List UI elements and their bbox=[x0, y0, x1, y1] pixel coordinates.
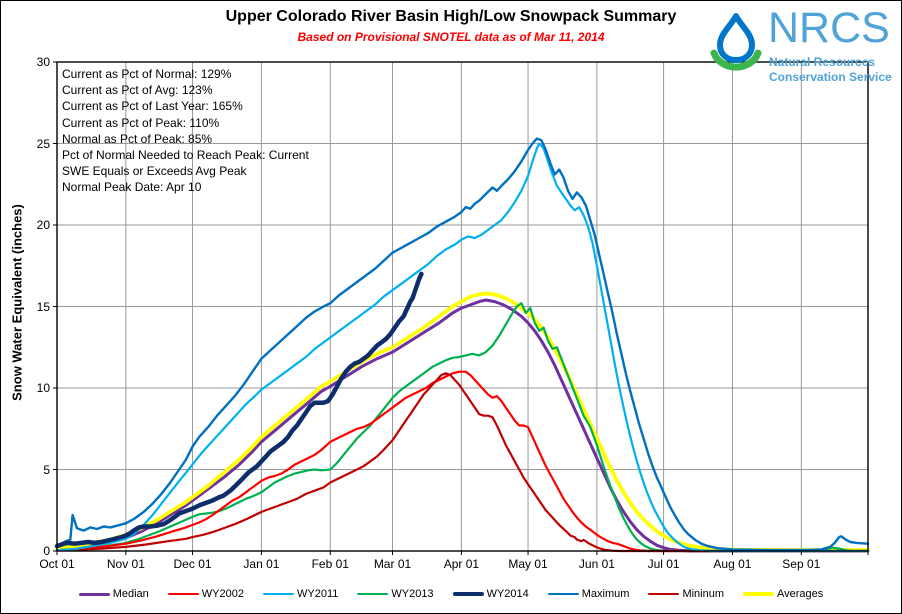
legend-label: Maximum bbox=[581, 588, 630, 600]
y-tick-label: 5 bbox=[43, 462, 50, 477]
x-tick-label: Aug 01 bbox=[713, 557, 752, 571]
stat-line: Current as Pct of Normal: 129% bbox=[62, 67, 232, 81]
legend-item-WY2011: WY2011 bbox=[262, 588, 339, 600]
y-tick-label: 25 bbox=[36, 136, 50, 151]
legend-line-swatch bbox=[648, 592, 680, 596]
legend-item-Averages: Averages bbox=[743, 588, 823, 600]
legend-label: WY2014 bbox=[486, 588, 529, 600]
x-tick-label: May 01 bbox=[508, 557, 548, 571]
x-tick-label: Jul 01 bbox=[647, 557, 680, 571]
series-WY2011 bbox=[55, 142, 870, 553]
x-tick-label: Sep 01 bbox=[782, 557, 821, 571]
y-tick-label: 20 bbox=[36, 218, 50, 232]
legend-line-swatch bbox=[357, 592, 389, 596]
legend-item-WY2002: WY2002 bbox=[167, 588, 244, 600]
stat-line: SWE Equals or Exceeds Avg Peak bbox=[62, 164, 247, 179]
legend-label: Median bbox=[112, 588, 149, 600]
x-tick-label: Oct 01 bbox=[39, 557, 75, 571]
legend-label: Mininum bbox=[682, 588, 725, 600]
series-Averages bbox=[55, 291, 870, 552]
stat-line: Normal Peak Date: Apr 10 bbox=[62, 180, 202, 195]
series-Median bbox=[55, 298, 870, 553]
legend-item-Median: Median bbox=[78, 588, 149, 600]
x-tick-label: Apr 01 bbox=[443, 557, 480, 571]
legend-item-WY2014: WY2014 bbox=[452, 588, 529, 600]
legend-label: WY2002 bbox=[201, 588, 244, 600]
stats-annotation: Current as Pct of Normal: 129% Current as… bbox=[62, 66, 309, 196]
chart-subtitle: Based on Provisional SNOTEL data as of M… bbox=[297, 30, 605, 44]
x-tick-label: Mar 01 bbox=[373, 557, 412, 571]
chart-title: Upper Colorado River Basin High/Low Snow… bbox=[225, 8, 677, 25]
legend-label: WY2013 bbox=[391, 588, 434, 600]
series-WY2013 bbox=[55, 302, 870, 553]
legend-label: WY2011 bbox=[296, 588, 339, 600]
chart-legend: Median WY2002 WY2011 WY2013 WY2014 Maximum Min… bbox=[0, 588, 902, 600]
legend-item-Maximum: Maximum bbox=[547, 588, 630, 600]
stat-line: Current as Pct of Avg: 123% bbox=[62, 83, 213, 98]
series-WY2002 bbox=[55, 370, 870, 553]
legend-line-swatch bbox=[262, 592, 294, 596]
legend-line-swatch bbox=[743, 592, 775, 596]
stat-line: Current as Pct of Peak: 110% bbox=[62, 115, 220, 130]
stat-line: Normal as Pct of Peak: 85% bbox=[62, 131, 213, 146]
y-tick-label: 0 bbox=[43, 544, 50, 558]
nrcs-drop-icon bbox=[710, 13, 762, 71]
x-tick-label: Jun 01 bbox=[578, 557, 615, 571]
nrcs-full-name: Natural Resources Conservation Service bbox=[769, 55, 892, 85]
series-Maximum bbox=[55, 137, 870, 552]
y-tick-label: 10 bbox=[36, 381, 50, 395]
legend-line-swatch bbox=[452, 592, 484, 596]
x-tick-label: Nov 01 bbox=[106, 557, 145, 571]
x-tick-label: Jan 01 bbox=[243, 557, 280, 571]
legend-line-swatch bbox=[167, 592, 199, 596]
y-tick-label: 30 bbox=[36, 55, 50, 69]
nrcs-name-line1: Natural Resources bbox=[769, 55, 876, 69]
legend-item-Mininum: Mininum bbox=[648, 588, 724, 600]
legend-label: Averages bbox=[777, 588, 824, 600]
series-Mininum bbox=[55, 372, 870, 553]
legend-item-WY2013: WY2013 bbox=[357, 588, 434, 600]
x-tick-label: Dec 01 bbox=[173, 557, 212, 571]
y-tick-label: 15 bbox=[36, 299, 50, 314]
legend-line-swatch bbox=[547, 592, 579, 596]
legend-line-swatch bbox=[78, 592, 110, 596]
series-WY2014 bbox=[54, 271, 424, 549]
nrcs-wordmark: NRCS bbox=[768, 4, 890, 52]
x-tick-label: Feb 01 bbox=[311, 557, 349, 571]
nrcs-name-line2: Conservation Service bbox=[769, 70, 892, 84]
nrcs-logo: NRCS Natural Resources Conservation Serv… bbox=[706, 4, 896, 90]
stat-line: Current as Pct of Last Year: 165% bbox=[62, 99, 243, 114]
stat-line: Pct of Normal Needed to Reach Peak: Curr… bbox=[62, 148, 309, 163]
